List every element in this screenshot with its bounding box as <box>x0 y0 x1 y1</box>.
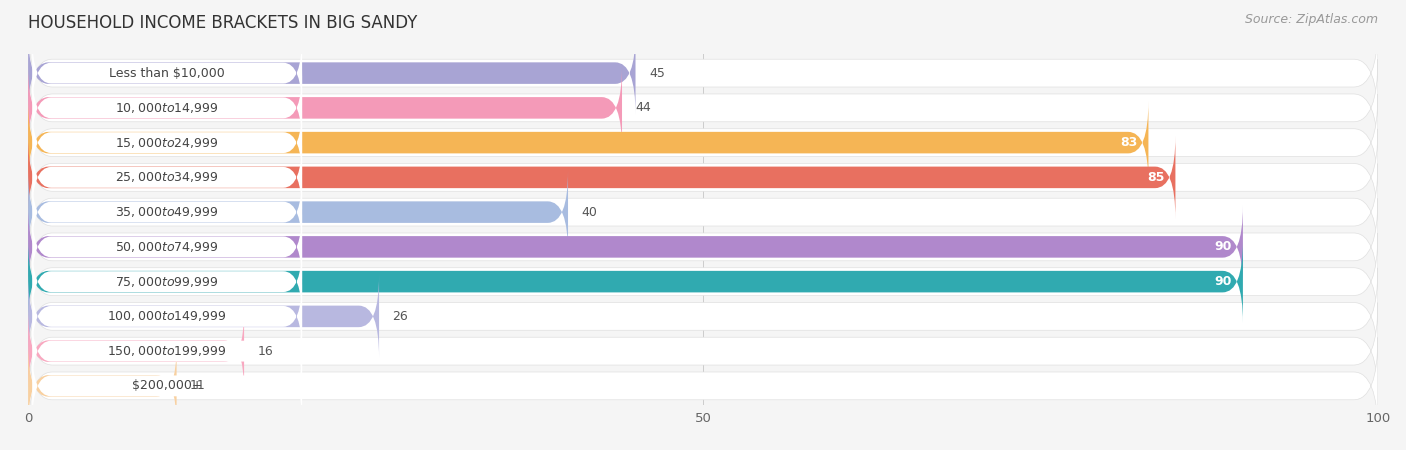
FancyBboxPatch shape <box>28 24 1378 122</box>
FancyBboxPatch shape <box>32 348 302 424</box>
FancyBboxPatch shape <box>28 302 1378 400</box>
FancyBboxPatch shape <box>32 70 302 146</box>
FancyBboxPatch shape <box>32 278 302 355</box>
FancyBboxPatch shape <box>32 209 302 285</box>
Text: 16: 16 <box>257 345 273 358</box>
Text: 90: 90 <box>1215 275 1232 288</box>
FancyBboxPatch shape <box>28 171 568 253</box>
Text: Source: ZipAtlas.com: Source: ZipAtlas.com <box>1244 14 1378 27</box>
Text: 26: 26 <box>392 310 408 323</box>
FancyBboxPatch shape <box>28 233 1378 330</box>
Text: 45: 45 <box>650 67 665 80</box>
FancyBboxPatch shape <box>28 59 1378 157</box>
FancyBboxPatch shape <box>28 240 1243 323</box>
FancyBboxPatch shape <box>28 206 1243 288</box>
FancyBboxPatch shape <box>32 139 302 216</box>
FancyBboxPatch shape <box>32 174 302 250</box>
Text: 85: 85 <box>1147 171 1164 184</box>
Text: $50,000 to $74,999: $50,000 to $74,999 <box>115 240 219 254</box>
FancyBboxPatch shape <box>28 67 621 149</box>
Text: 40: 40 <box>582 206 598 219</box>
FancyBboxPatch shape <box>28 310 245 392</box>
FancyBboxPatch shape <box>28 345 177 427</box>
FancyBboxPatch shape <box>32 313 302 389</box>
FancyBboxPatch shape <box>28 136 1175 219</box>
FancyBboxPatch shape <box>28 32 636 114</box>
FancyBboxPatch shape <box>32 104 302 181</box>
Text: $150,000 to $199,999: $150,000 to $199,999 <box>107 344 226 358</box>
FancyBboxPatch shape <box>28 94 1378 191</box>
FancyBboxPatch shape <box>28 101 1149 184</box>
Text: $200,000+: $200,000+ <box>132 379 202 392</box>
Text: $10,000 to $14,999: $10,000 to $14,999 <box>115 101 219 115</box>
Text: HOUSEHOLD INCOME BRACKETS IN BIG SANDY: HOUSEHOLD INCOME BRACKETS IN BIG SANDY <box>28 14 418 32</box>
FancyBboxPatch shape <box>28 163 1378 261</box>
Text: 44: 44 <box>636 101 651 114</box>
Text: $15,000 to $24,999: $15,000 to $24,999 <box>115 135 219 149</box>
FancyBboxPatch shape <box>28 275 380 358</box>
FancyBboxPatch shape <box>28 337 1378 435</box>
Text: 83: 83 <box>1121 136 1137 149</box>
Text: $35,000 to $49,999: $35,000 to $49,999 <box>115 205 219 219</box>
Text: $25,000 to $34,999: $25,000 to $34,999 <box>115 171 219 184</box>
Text: $75,000 to $99,999: $75,000 to $99,999 <box>115 274 219 288</box>
FancyBboxPatch shape <box>28 129 1378 226</box>
FancyBboxPatch shape <box>28 268 1378 365</box>
Text: 90: 90 <box>1215 240 1232 253</box>
FancyBboxPatch shape <box>32 243 302 320</box>
Text: $100,000 to $149,999: $100,000 to $149,999 <box>107 310 226 324</box>
Text: 11: 11 <box>190 379 205 392</box>
Text: Less than $10,000: Less than $10,000 <box>110 67 225 80</box>
FancyBboxPatch shape <box>32 35 302 111</box>
FancyBboxPatch shape <box>28 198 1378 296</box>
